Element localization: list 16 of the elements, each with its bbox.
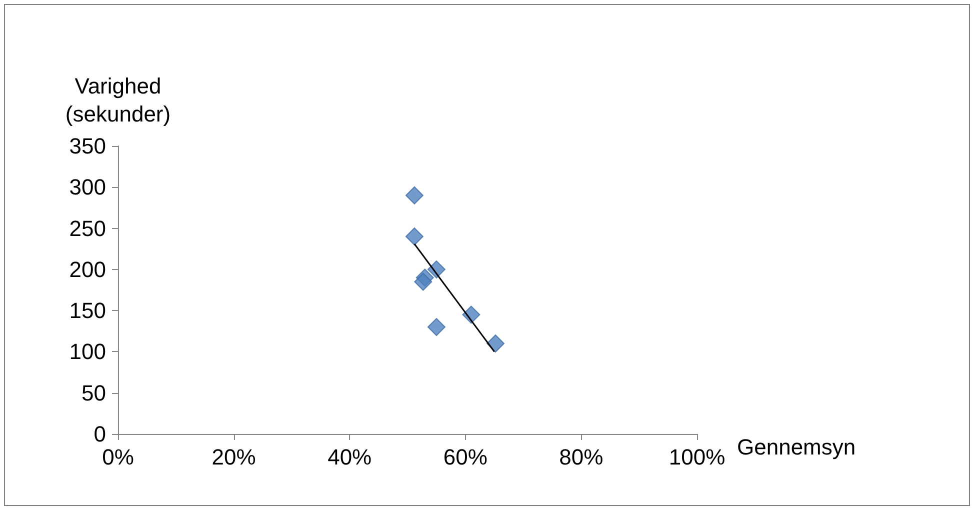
y-tick-label: 50 [82, 380, 106, 406]
x-tick-label: 60% [443, 444, 488, 470]
y-tick-label: 250 [69, 216, 106, 241]
y-tick-label: 0 [94, 422, 106, 446]
x-axis-title: Gennemsyn [737, 434, 856, 460]
y-tick-label: 150 [69, 298, 106, 324]
y-tick-label: 200 [69, 256, 106, 282]
y-axis-title: Varighed (sekunder) [65, 74, 171, 126]
x-tick-label: 20% [212, 444, 256, 470]
x-tick-label: 80% [559, 444, 604, 470]
x-tick-label: 100% [668, 444, 726, 470]
x-tick-label: 40% [328, 444, 372, 470]
x-tick-label: 0% [102, 444, 134, 470]
y-tick-label: 300 [69, 174, 106, 200]
y-tick-label: 100 [69, 339, 106, 364]
y-tick-label: 350 [69, 134, 106, 158]
